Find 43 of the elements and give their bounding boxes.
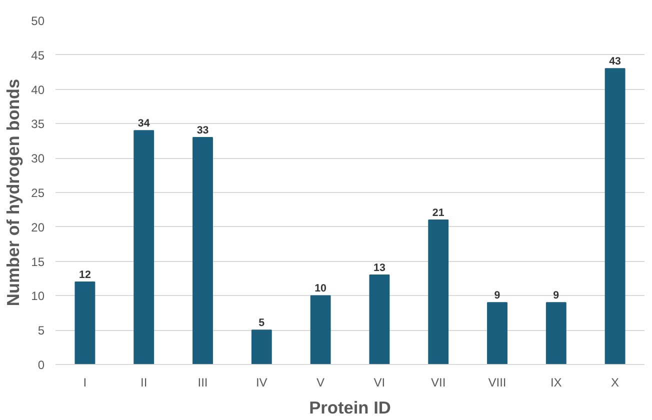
x-tick-label: V [316,376,325,390]
data-label: 9 [494,290,500,302]
bar [310,295,331,364]
data-label: 21 [432,207,444,220]
y-tick-label: 30 [31,152,45,166]
x-tick-label: III [198,376,208,390]
x-tick-label: IV [256,376,268,390]
data-label: 33 [196,124,209,136]
y-tick-label: 10 [31,289,45,304]
y-tick-label: 40 [31,82,45,97]
y-tick-label: 20 [31,220,45,234]
y-tick-label: 0 [38,358,45,372]
data-label: 13 [374,262,386,274]
x-tick-label: IX [550,376,562,390]
bar [604,68,626,364]
y-tick-label: 25 [31,186,45,200]
data-label: 9 [553,290,560,302]
data-label: 12 [79,268,91,281]
bar [192,136,213,364]
x-tick-label: VIII [488,376,506,390]
y-tick-label: 5 [38,324,45,338]
y-axis-title: Number of hydrogen bonds [3,78,24,306]
y-tick-label: 50 [31,14,45,28]
data-label: 34 [138,118,150,130]
bar [546,302,566,364]
bar [134,130,154,364]
x-tick-label: X [611,376,620,390]
bar [487,302,508,364]
y-tick-label: 45 [31,48,45,62]
x-tick-label: VII [431,376,446,390]
x-tick-label: II [140,376,148,390]
y-tick-label: 15 [31,254,45,269]
bar [428,220,449,364]
x-tick-label: I [83,376,87,390]
data-label: 43 [609,56,622,68]
bar [369,274,390,364]
bar [251,330,272,364]
x-tick-label: VI [374,376,386,390]
data-label: 10 [314,282,327,295]
bar [74,281,96,364]
x-axis-title: Protein ID [309,398,391,418]
y-tick-label: 35 [31,117,45,132]
data-label: 5 [258,317,265,330]
